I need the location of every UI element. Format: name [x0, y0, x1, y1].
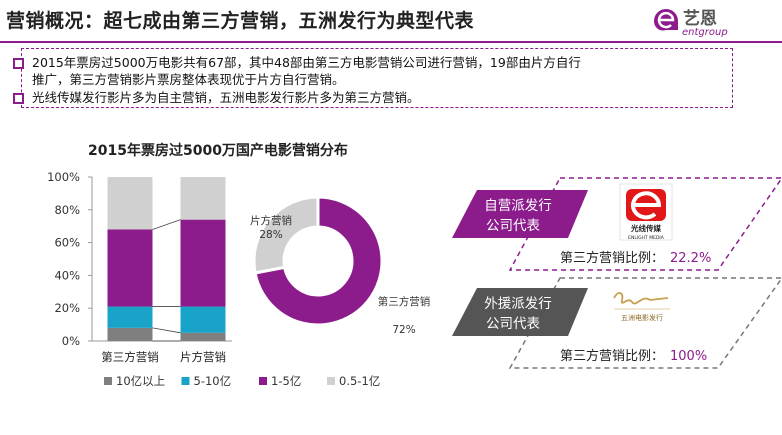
self-marketing-badge	[452, 190, 588, 238]
y-tick-label: 100%	[47, 170, 80, 184]
legend-label: 0.5-1亿	[339, 374, 380, 388]
enlight-media-logo: 光线传媒 ENLIGHT MEDIA	[619, 183, 673, 241]
self-marketing-badge-line-1: 自营派发行	[484, 198, 552, 214]
y-tick-label: 0%	[62, 334, 80, 348]
donut-slice	[252, 195, 320, 275]
bullet-1-line-2: 推广，第三方营销影片票房整体表现优于片方自行营销。	[32, 72, 345, 87]
donut-slice	[253, 195, 384, 327]
legend-label: 1-5亿	[271, 374, 301, 388]
logo-text: 艺恩	[683, 9, 717, 29]
right-panel-bottom: 外援派发行 公司代表 五洲电影发行 第三方营销比例： 100%	[452, 277, 782, 369]
series-connector-line	[152, 219, 181, 230]
y-tick-label: 40%	[54, 268, 80, 282]
bar-segment	[107, 177, 153, 230]
bullet-square-icon	[13, 58, 24, 69]
outsourced-marketing-badge	[452, 288, 588, 336]
outsourced-badge-line-1: 外援派发行	[484, 296, 552, 312]
bullet-1: 2015年票房过5000万电影共有67部，其中48部由第三方电影营销公司进行营销…	[13, 54, 581, 71]
bar-segment	[180, 306, 226, 333]
donut-chart: 片方营销 28% 第三方营销 72%	[250, 195, 431, 336]
legend-swatch	[259, 377, 267, 385]
series-connector-line	[152, 327, 181, 334]
bar-segment	[107, 306, 153, 328]
bottom-ratio-value: 100%	[670, 349, 707, 364]
logo-subtext: entgroup	[682, 27, 728, 38]
legend-swatch	[181, 377, 190, 385]
y-tick-label: 60%	[54, 236, 80, 250]
slice-value-label: 72%	[392, 324, 415, 336]
header-divider	[0, 41, 782, 43]
top-ratio-label: 第三方营销比例：	[560, 250, 664, 266]
slice-value-label: 28%	[259, 229, 282, 241]
bottom-ratio-label: 第三方营销比例：	[560, 348, 664, 364]
legend-label: 10亿以上	[116, 374, 165, 388]
x-category-label: 第三方营销	[101, 350, 159, 364]
right-panel-top: 自营派发行 公司代表 光线传媒 ENLIGHT MEDIA 第三方营销比例： 2…	[452, 177, 782, 271]
top-ratio-value: 22.2%	[670, 251, 711, 266]
wuzhou-film-logo: 五洲电影发行	[608, 285, 676, 327]
bullet-2: 光线传媒发行影片多为自主营销，五洲电影发行影片多为第三方营销。	[13, 89, 420, 106]
x-category-label: 片方营销	[180, 350, 226, 364]
entgroup-logo: 艺恩 entgroup	[650, 4, 770, 48]
y-tick-label: 80%	[54, 203, 80, 217]
bullet-2-text: 光线传媒发行影片多为自主营销，五洲电影发行影片多为第三方营销。	[32, 90, 420, 105]
wuzhou-logo-text: 五洲电影发行	[621, 313, 663, 322]
bar-segment	[107, 229, 153, 307]
enlight-logo-subtext: ENLIGHT MEDIA	[628, 235, 665, 241]
entgroup-logo-icon	[653, 9, 678, 31]
legend-label: 5-10亿	[194, 374, 232, 388]
slice-label: 片方营销	[250, 214, 292, 227]
bar-segment	[180, 177, 226, 220]
outsourced-badge-line-2: 公司代表	[486, 316, 540, 332]
bar-segment	[180, 332, 226, 341]
bullet-1-line-1: 2015年票房过5000万电影共有67部，其中48部由第三方电影营销公司进行营销…	[32, 55, 581, 70]
info-box	[21, 48, 733, 108]
page-title: 营销概况：超七成由第三方营销，五洲发行为典型代表	[6, 10, 475, 32]
bar-segment	[180, 219, 226, 307]
top-dashed-frame	[508, 177, 782, 271]
y-tick-label: 20%	[54, 301, 80, 315]
legend-swatch	[327, 377, 335, 385]
bullet-1-continued: 推广，第三方营销影片票房整体表现优于片方自行营销。	[32, 71, 345, 88]
stacked-bar-chart: 0% 20% 40% 60% 80% 100% 第三方营销 片方营销 10亿以上 5-10亿 1-5…	[47, 170, 380, 388]
slice-label: 第三方营销	[378, 295, 431, 308]
bullet-square-icon	[13, 93, 24, 104]
legend-swatch	[104, 377, 112, 385]
chart-title: 2015年票房过5000万国产电影营销分布	[88, 143, 348, 159]
enlight-logo-text: 光线传媒	[630, 223, 661, 233]
bottom-dashed-frame	[508, 277, 782, 369]
bar-segment	[107, 327, 153, 341]
self-marketing-badge-line-2: 公司代表	[486, 218, 540, 234]
